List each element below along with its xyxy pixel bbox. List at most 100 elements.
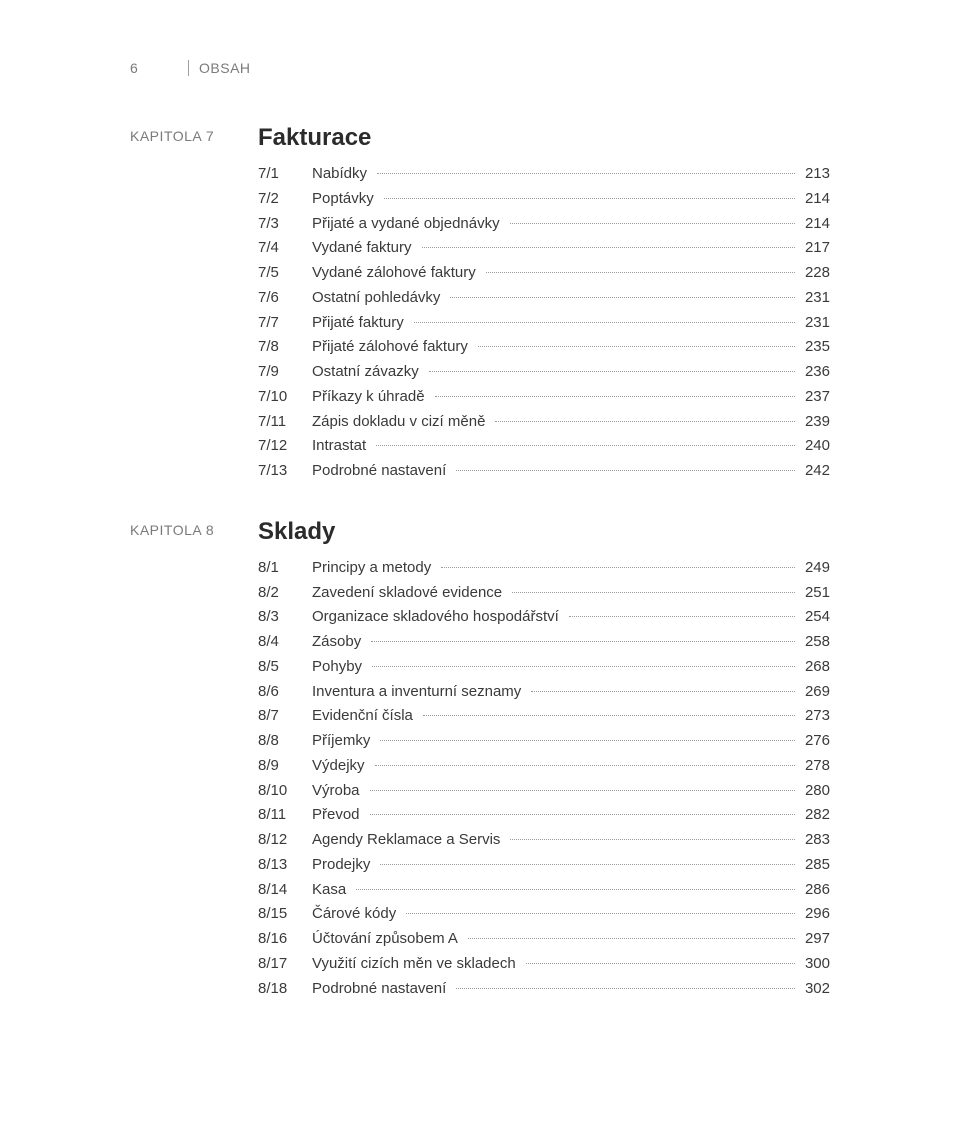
toc-leader-dots — [406, 913, 795, 914]
toc-leader-dots — [510, 839, 795, 840]
toc-row: 8/1Principy a metody249 — [258, 556, 830, 581]
toc-page-number: 302 — [799, 977, 830, 1002]
chapter-content: Sklady8/1Principy a metody2498/2Zavedení… — [258, 518, 830, 1002]
toc-entry-title: Zásoby — [312, 630, 367, 655]
toc-leader-dots — [380, 740, 795, 741]
toc-section-number: 8/2 — [258, 581, 312, 606]
toc-entry-title: Principy a metody — [312, 556, 437, 581]
toc-section-number: 8/17 — [258, 952, 312, 977]
toc-row: 8/3Organizace skladového hospodářství254 — [258, 605, 830, 630]
toc-entry-title: Podrobné nastavení — [312, 977, 452, 1002]
toc-row: 8/6Inventura a inventurní seznamy269 — [258, 680, 830, 705]
toc-row: 7/1Nabídky 213 — [258, 162, 830, 187]
toc-page-number: 282 — [799, 803, 830, 828]
toc-row: 8/16Účtování způsobem A297 — [258, 927, 830, 952]
toc-section-number: 8/10 — [258, 779, 312, 804]
toc-section-number: 8/8 — [258, 729, 312, 754]
toc-leader-dots — [370, 814, 795, 815]
toc-row: 7/9Ostatní závazky236 — [258, 360, 830, 385]
toc-leader-dots — [376, 445, 795, 446]
toc-leader-dots — [495, 421, 795, 422]
toc-page-number: 283 — [799, 828, 830, 853]
toc-row: 7/3Přijaté a vydané objednávky214 — [258, 212, 830, 237]
toc-row: 7/7Přijaté faktury 231 — [258, 311, 830, 336]
toc-leader-dots — [526, 963, 795, 964]
toc-entry-title: Intrastat — [312, 434, 372, 459]
toc-section-number: 7/3 — [258, 212, 312, 237]
toc-section-number: 7/12 — [258, 434, 312, 459]
toc-section-number: 7/7 — [258, 311, 312, 336]
toc-body: KAPITOLA 7Fakturace7/1Nabídky2137/2Poptá… — [130, 124, 830, 1001]
toc-page-number: 240 — [799, 434, 830, 459]
toc-row: 8/17Využití cizích měn ve skladech300 — [258, 952, 830, 977]
toc-section-number: 7/2 — [258, 187, 312, 212]
toc-entry-title: Vydané zálohové faktury — [312, 261, 482, 286]
toc-leader-dots — [371, 641, 795, 642]
header-separator — [188, 60, 189, 76]
toc-entry-title: Převod — [312, 803, 366, 828]
toc-leader-dots — [486, 272, 795, 273]
chapter-label: KAPITOLA 8 — [130, 518, 258, 1002]
toc-row: 8/7Evidenční čísla273 — [258, 704, 830, 729]
toc-entry-title: Poptávky — [312, 187, 380, 212]
toc-section-number: 8/16 — [258, 927, 312, 952]
chapter-content: Fakturace7/1Nabídky2137/2Poptávky2147/3P… — [258, 124, 830, 484]
toc-entry-title: Přijaté faktury — [312, 311, 410, 336]
page-number: 6 — [130, 60, 178, 76]
toc-leader-dots — [531, 691, 795, 692]
toc-entry-title: Příkazy k úhradě — [312, 385, 431, 410]
toc-leader-dots — [456, 470, 795, 471]
toc-entry-title: Zápis dokladu v cizí měně — [312, 410, 491, 435]
toc-row: 8/13Prodejky285 — [258, 853, 830, 878]
chapter-block: KAPITOLA 7Fakturace7/1Nabídky2137/2Poptá… — [130, 124, 830, 484]
toc-leader-dots — [372, 666, 795, 667]
toc-entry-title: Čárové kódy — [312, 902, 402, 927]
toc-section-number: 8/14 — [258, 878, 312, 903]
toc-section-number: 7/1 — [258, 162, 312, 187]
toc-section-number: 8/4 — [258, 630, 312, 655]
toc-page-number: 268 — [799, 655, 830, 680]
toc-section-number: 8/18 — [258, 977, 312, 1002]
toc-row: 8/8Příjemky276 — [258, 729, 830, 754]
toc-row: 8/14Kasa286 — [258, 878, 830, 903]
toc-page-number: 231 — [799, 311, 830, 336]
toc-leader-dots — [450, 297, 795, 298]
toc-section-number: 7/8 — [258, 335, 312, 360]
toc-entry-title: Inventura a inventurní seznamy — [312, 680, 527, 705]
toc-leader-dots — [468, 938, 795, 939]
toc-section-number: 8/5 — [258, 655, 312, 680]
toc-entry-title: Zavedení skladové evidence — [312, 581, 508, 606]
chapter-title: Fakturace — [258, 124, 830, 152]
toc-row: 8/2Zavedení skladové evidence251 — [258, 581, 830, 606]
toc-section-number: 7/4 — [258, 236, 312, 261]
toc-section-number: 7/9 — [258, 360, 312, 385]
toc-page-number: 249 — [799, 556, 830, 581]
toc-section-number: 7/13 — [258, 459, 312, 484]
toc-page-number: 286 — [799, 878, 830, 903]
toc-section-number: 8/15 — [258, 902, 312, 927]
toc-row: 7/4Vydané faktury217 — [258, 236, 830, 261]
toc-leader-dots — [512, 592, 795, 593]
toc-page-number: 235 — [799, 335, 830, 360]
toc-leader-dots — [441, 567, 795, 568]
toc-page-number: 258 — [799, 630, 830, 655]
toc-row: 7/5Vydané zálohové faktury228 — [258, 261, 830, 286]
toc-page-number: 280 — [799, 779, 830, 804]
toc-entry-title: Pohyby — [312, 655, 368, 680]
toc-entry-title: Příjemky — [312, 729, 376, 754]
toc-page-number: 300 — [799, 952, 830, 977]
toc-entry-title: Nabídky — [312, 162, 373, 187]
toc-page-number: 213 — [799, 162, 830, 187]
toc-leader-dots — [370, 790, 795, 791]
toc-page-number: 231 — [799, 286, 830, 311]
toc-row: 7/13Podrobné nastavení242 — [258, 459, 830, 484]
toc-leader-dots — [569, 616, 795, 617]
toc-row: 7/6Ostatní pohledávky231 — [258, 286, 830, 311]
toc-section-number: 7/11 — [258, 410, 312, 435]
toc-leader-dots — [377, 173, 795, 174]
toc-section-number: 8/11 — [258, 803, 312, 828]
toc-row: 7/10Příkazy k úhradě237 — [258, 385, 830, 410]
toc-page-number: 239 — [799, 410, 830, 435]
toc-row: 8/11Převod 282 — [258, 803, 830, 828]
toc-leader-dots — [478, 346, 795, 347]
